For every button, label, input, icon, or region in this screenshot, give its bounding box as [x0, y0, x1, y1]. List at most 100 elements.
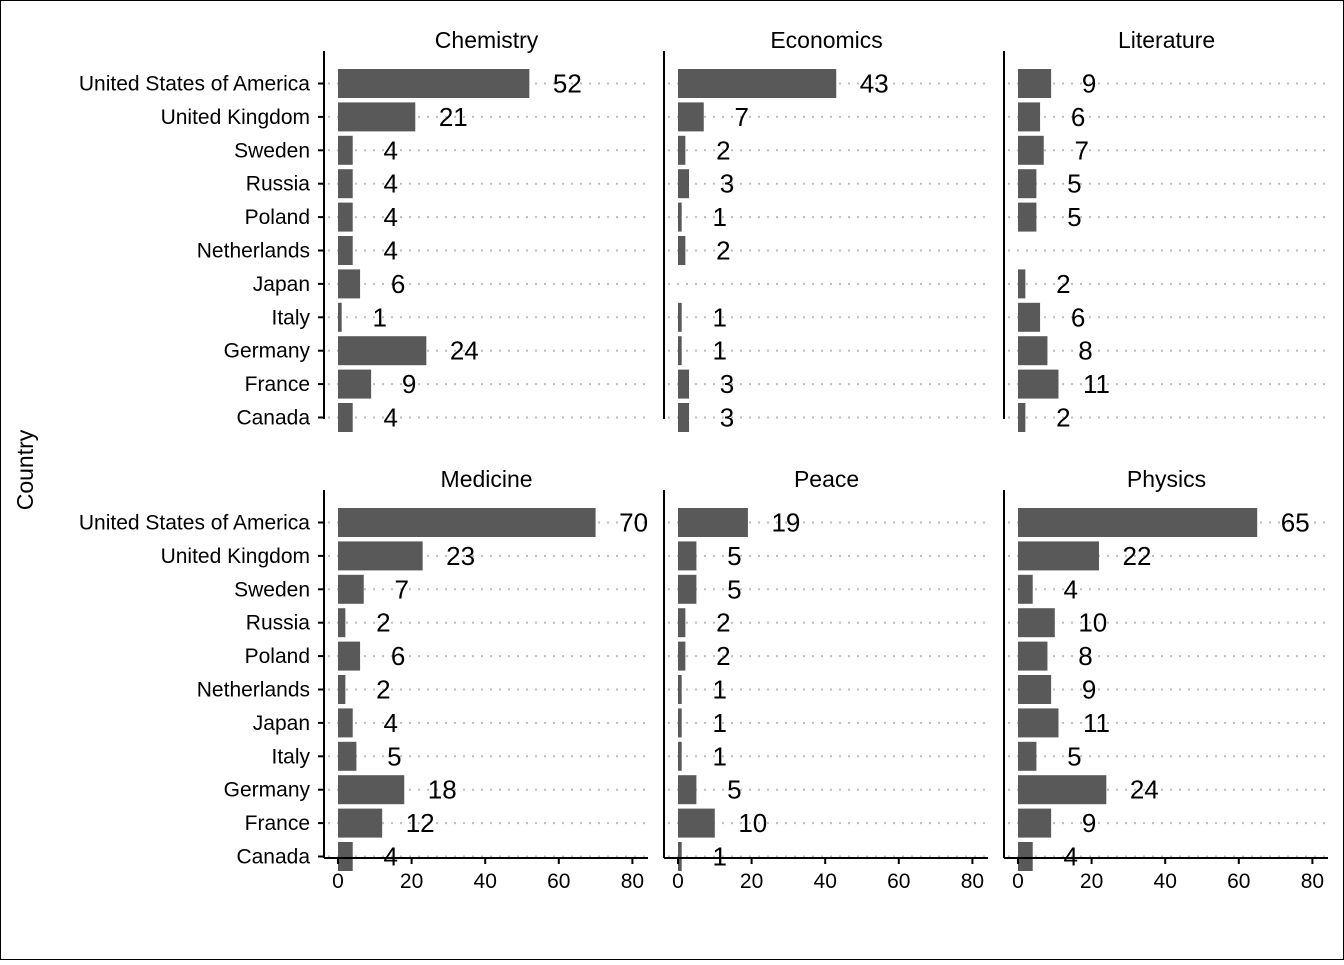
- x-tick-label: 60: [887, 870, 910, 893]
- bar: [1018, 574, 1033, 604]
- value-label: 2: [716, 641, 730, 671]
- y-tick-label: Canada: [236, 846, 310, 869]
- value-label: 1: [372, 302, 386, 332]
- value-label: 6: [391, 641, 405, 671]
- value-label: 3: [720, 169, 734, 199]
- y-tick-label: Sweden: [234, 578, 310, 601]
- bar: [678, 675, 682, 704]
- bar: [338, 541, 423, 571]
- value-label: 65: [1281, 508, 1310, 538]
- y-tick-label: United States of America: [79, 73, 310, 96]
- value-label: 5: [387, 741, 401, 771]
- value-label: 2: [716, 135, 730, 165]
- value-label: 4: [383, 708, 397, 738]
- value-label: 4: [383, 403, 397, 433]
- facet-title: Economics: [770, 27, 882, 53]
- bar: [1018, 775, 1107, 805]
- bar: [678, 541, 697, 571]
- value-label: 8: [1078, 641, 1092, 671]
- bar: [338, 508, 596, 537]
- value-label: 1: [712, 336, 726, 366]
- facet-title: Medicine: [441, 466, 533, 492]
- value-label: 4: [383, 169, 397, 199]
- bar: [1018, 169, 1037, 199]
- y-tick-label: Germany: [224, 340, 311, 363]
- bar: [338, 302, 342, 332]
- bar: [338, 369, 372, 399]
- value-label: 7: [1075, 135, 1089, 165]
- value-label: 2: [376, 608, 390, 638]
- value-label: 4: [1063, 574, 1077, 604]
- bar: [1018, 608, 1055, 638]
- bar: [1018, 675, 1052, 704]
- bar: [1018, 641, 1048, 671]
- value-label: 2: [1056, 269, 1070, 299]
- bar: [678, 169, 690, 199]
- bar: [1018, 269, 1026, 299]
- bar: [338, 708, 353, 738]
- facet-title: Physics: [1127, 466, 1206, 492]
- value-label: 1: [712, 302, 726, 332]
- y-tick-label: Canada: [236, 407, 310, 430]
- value-label: 9: [1082, 675, 1096, 705]
- bar: [678, 574, 697, 604]
- x-tick-label: 20: [400, 870, 423, 893]
- y-tick-label: Russia: [246, 612, 311, 635]
- value-label: 6: [1071, 302, 1085, 332]
- bar: [678, 641, 686, 671]
- value-label: 7: [735, 102, 749, 132]
- x-tick-label: 0: [672, 870, 684, 893]
- x-tick-label: 80: [1301, 870, 1324, 893]
- value-label: 10: [738, 808, 767, 838]
- bar: [678, 608, 686, 638]
- bar: [338, 69, 530, 98]
- value-label: 2: [716, 236, 730, 266]
- bar: [1018, 302, 1041, 332]
- y-tick-label: France: [245, 812, 310, 835]
- bar: [678, 302, 682, 332]
- facet-title: Literature: [1118, 27, 1215, 53]
- value-label: 6: [1071, 102, 1085, 132]
- value-label: 5: [727, 775, 741, 805]
- y-tick-label: Sweden: [234, 139, 310, 162]
- bar: [678, 369, 690, 399]
- bar: [1018, 403, 1026, 432]
- bar: [1018, 741, 1037, 771]
- value-label: 9: [1082, 808, 1096, 838]
- value-label: 3: [720, 369, 734, 399]
- facet-title: Peace: [794, 466, 859, 492]
- value-label: 1: [712, 202, 726, 232]
- bar: [338, 403, 353, 432]
- value-label: 1: [712, 675, 726, 705]
- value-label: 24: [1130, 775, 1159, 805]
- value-label: 5: [1067, 169, 1081, 199]
- bar: [338, 269, 361, 299]
- value-label: 70: [619, 508, 648, 538]
- bar: [678, 842, 682, 871]
- y-tick-label: United Kingdom: [161, 545, 310, 568]
- value-label: 22: [1122, 541, 1151, 571]
- bar: [1018, 336, 1048, 366]
- bar: [1018, 202, 1037, 232]
- value-label: 2: [376, 675, 390, 705]
- y-tick-label: United States of America: [79, 512, 310, 535]
- x-tick-label: 40: [814, 870, 837, 893]
- y-tick-label: Italy: [271, 745, 310, 768]
- bar: [1018, 369, 1059, 399]
- value-label: 5: [727, 541, 741, 571]
- value-label: 1: [712, 741, 726, 771]
- bar: [678, 135, 686, 165]
- value-label: 11: [1083, 369, 1110, 399]
- bar: [338, 675, 346, 704]
- value-label: 4: [383, 135, 397, 165]
- bar: [1018, 508, 1258, 537]
- bar: [338, 202, 353, 232]
- x-tick-label: 40: [1154, 870, 1177, 893]
- bar: [678, 403, 690, 432]
- bar: [678, 336, 682, 366]
- y-axis-title: Country: [12, 429, 38, 510]
- value-label: 1: [712, 842, 726, 872]
- value-label: 4: [383, 202, 397, 232]
